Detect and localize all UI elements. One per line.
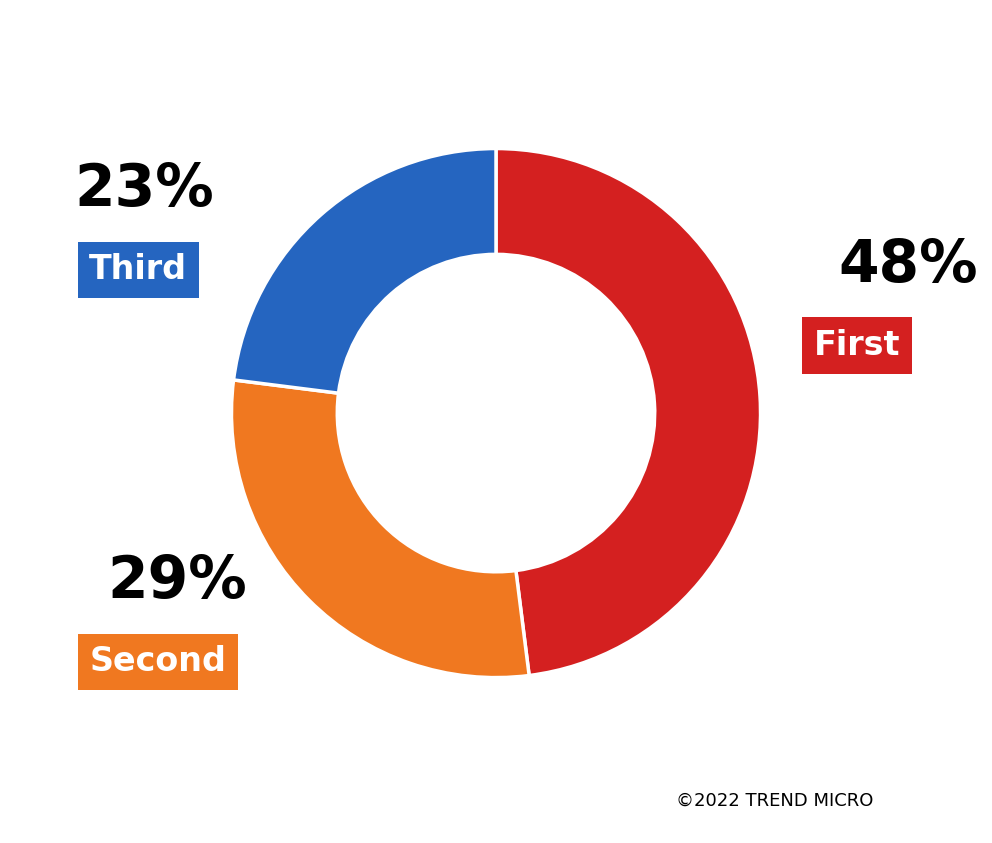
Text: First: First bbox=[813, 329, 900, 362]
Text: Third: Third bbox=[89, 253, 187, 287]
Wedge shape bbox=[233, 148, 496, 393]
Wedge shape bbox=[231, 380, 529, 678]
Text: 23%: 23% bbox=[74, 161, 214, 218]
Text: 48%: 48% bbox=[838, 237, 978, 294]
Text: Second: Second bbox=[89, 645, 226, 679]
Wedge shape bbox=[496, 148, 761, 675]
Text: ©2022 TREND MICRO: ©2022 TREND MICRO bbox=[676, 792, 873, 809]
Text: 29%: 29% bbox=[107, 553, 247, 610]
